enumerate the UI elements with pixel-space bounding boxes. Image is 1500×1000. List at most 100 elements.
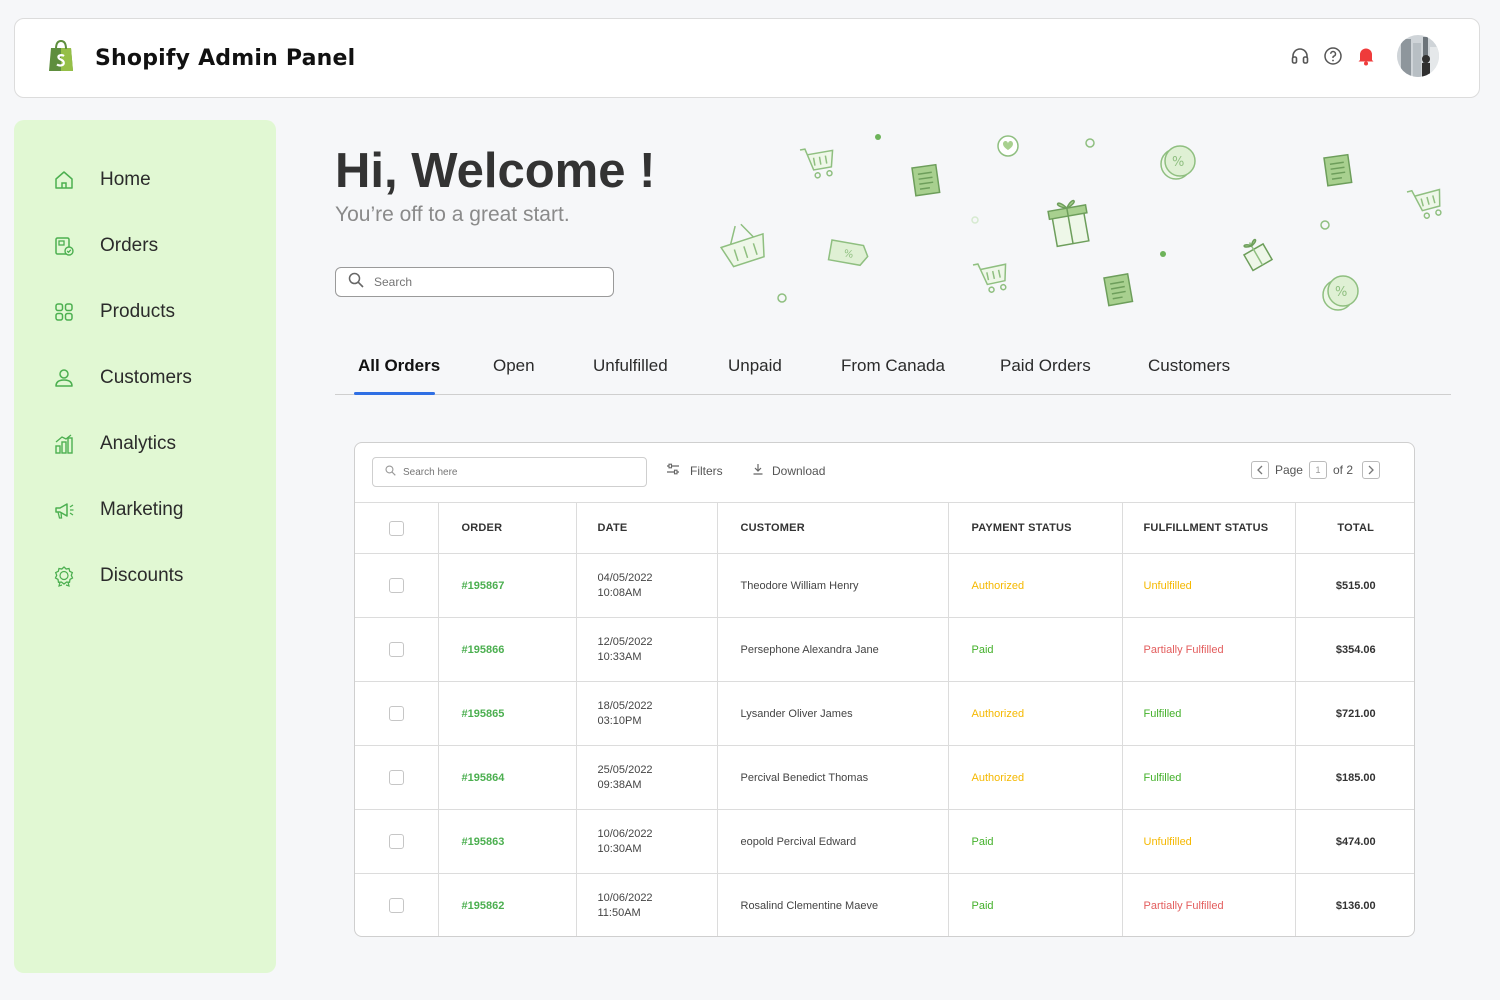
decorative-shopping-illustration: % % %	[719, 134, 1442, 311]
fulfillment-status: Fulfilled	[1143, 707, 1182, 720]
sidebar-item-products[interactable]: Products	[52, 297, 175, 327]
payment-status: Authorized	[971, 579, 1025, 592]
table-search-field[interactable]	[403, 466, 633, 478]
table-row[interactable]: #195865 18/05/2022 03:10PM Lysander Olive…	[355, 681, 1414, 746]
search-icon	[348, 272, 364, 293]
filter-sliders-icon	[666, 463, 680, 478]
order-date: 10/06/2022	[597, 891, 653, 904]
top-header: Shopify Admin Panel	[14, 18, 1480, 98]
order-link[interactable]: #195865	[461, 707, 505, 720]
prev-page-button[interactable]	[1250, 461, 1269, 479]
order-total: $354.06	[1335, 643, 1376, 656]
filters-button[interactable]: Filters	[666, 463, 723, 478]
table-search-input[interactable]	[372, 457, 647, 487]
order-total: $721.00	[1335, 707, 1376, 720]
next-page-button[interactable]	[1362, 461, 1380, 479]
headset-icon[interactable]	[1289, 45, 1311, 67]
sidebar-item-analytics[interactable]: Analytics	[52, 429, 176, 459]
payment-status: Authorized	[971, 771, 1025, 784]
order-time: 11:50AM	[597, 906, 641, 919]
table-row[interactable]: #195866 12/05/2022 10:33AM Persephone Ale…	[355, 617, 1414, 682]
row-checkbox[interactable]	[388, 834, 404, 849]
order-date: 18/05/2022	[597, 699, 653, 712]
order-date: 04/05/2022	[597, 571, 653, 584]
order-time: 10:30AM	[597, 842, 642, 855]
brand[interactable]: Shopify Admin Panel	[47, 39, 355, 78]
sidebar-item-label: Analytics	[100, 433, 177, 454]
download-label: Download	[772, 463, 826, 478]
discounts-icon	[52, 564, 76, 588]
row-checkbox[interactable]	[388, 642, 404, 657]
orders-table-card: Filters Download Page 1 of 2 ORDER DATE …	[354, 442, 1415, 937]
avatar[interactable]	[1397, 35, 1439, 77]
tab-from-canada[interactable]: From Canada	[841, 356, 945, 375]
select-all-checkbox[interactable]	[388, 520, 404, 536]
column-header-date[interactable]: DATE	[575, 502, 717, 554]
tab-paid-orders[interactable]: Paid Orders	[1000, 356, 1091, 375]
order-total: $474.00	[1335, 835, 1376, 848]
sidebar-item-home[interactable]: Home	[52, 165, 151, 195]
sidebar-item-label: Orders	[100, 235, 159, 256]
tab-unpaid[interactable]: Unpaid	[728, 356, 782, 375]
fulfillment-status: Unfulfilled	[1143, 835, 1192, 848]
page-number-input[interactable]: 1	[1308, 461, 1327, 479]
order-link[interactable]: #195863	[461, 835, 505, 848]
table-row[interactable]: #195864 25/05/2022 09:38AM Percival Bened…	[355, 745, 1414, 810]
active-tab-indicator	[354, 392, 435, 395]
pagination: Page 1 of 2	[1250, 461, 1380, 479]
sidebar: Home Orders Products Customers Analytics…	[14, 120, 276, 973]
column-header-payment-status[interactable]: PAYMENT STATUS	[947, 502, 1122, 554]
sidebar-item-orders[interactable]: Orders	[52, 231, 158, 261]
row-checkbox[interactable]	[388, 706, 404, 721]
order-time: 10:33AM	[597, 650, 642, 663]
order-link[interactable]: #195867	[461, 579, 505, 592]
order-time: 10:08AM	[597, 586, 642, 599]
sidebar-item-marketing[interactable]: Marketing	[52, 495, 183, 525]
column-header-total[interactable]: TOTAL	[1294, 502, 1414, 554]
orders-icon	[52, 234, 76, 258]
row-checkbox[interactable]	[388, 578, 404, 593]
sidebar-item-label: Marketing	[100, 499, 184, 520]
column-header-order[interactable]: ORDER	[437, 502, 576, 554]
app-title: Shopify Admin Panel	[95, 46, 356, 71]
svg-text:%: %	[1172, 155, 1184, 170]
tab-customers[interactable]: Customers	[1148, 356, 1231, 375]
tab-unfulfilled[interactable]: Unfulfilled	[593, 356, 668, 375]
analytics-icon	[52, 432, 76, 456]
customer-name: Rosalind Clementine Maeve	[740, 899, 879, 912]
page-total-label: of 2	[1332, 463, 1353, 477]
order-link[interactable]: #195864	[461, 771, 505, 784]
order-total: $136.00	[1335, 899, 1376, 912]
customer-name: Percival Benedict Thomas	[740, 771, 869, 784]
sidebar-item-discounts[interactable]: Discounts	[52, 561, 183, 591]
row-checkbox[interactable]	[388, 898, 404, 914]
page-title: Hi, Welcome !	[335, 144, 656, 198]
row-checkbox[interactable]	[388, 770, 404, 785]
order-total: $185.00	[1335, 771, 1376, 784]
customer-name: Theodore William Henry	[740, 579, 859, 592]
search-field[interactable]	[374, 275, 594, 289]
sidebar-item-customers[interactable]: Customers	[52, 363, 192, 393]
sidebar-item-label: Home	[100, 169, 151, 190]
payment-status: Paid	[971, 899, 994, 912]
payment-status: Paid	[971, 643, 994, 656]
help-icon[interactable]	[1322, 45, 1344, 67]
payment-status: Paid	[971, 835, 994, 848]
table-row[interactable]: #195863 10/06/2022 10:30AM eopold Perciva…	[355, 809, 1414, 874]
table-row[interactable]: #195867 04/05/2022 10:08AM Theodore Willi…	[355, 553, 1414, 618]
order-link[interactable]: #195862	[461, 899, 505, 912]
filters-label: Filters	[690, 463, 723, 478]
column-header-fulfillment-status[interactable]: FULFILLMENT STATUS	[1121, 502, 1295, 554]
order-time: 03:10PM	[597, 714, 642, 727]
search-icon	[385, 463, 396, 481]
search-input[interactable]	[335, 267, 614, 297]
column-header-customer[interactable]: CUSTOMER	[716, 502, 948, 554]
table-row[interactable]: #195862 10/06/2022 11:50AM Rosalind Cleme…	[355, 873, 1414, 936]
download-button[interactable]: Download	[752, 463, 825, 478]
order-link[interactable]: #195866	[461, 643, 505, 656]
select-all-cell	[355, 502, 438, 554]
tab-open[interactable]: Open	[493, 356, 535, 375]
tab-all-orders[interactable]: All Orders	[358, 356, 441, 375]
svg-text:%: %	[1335, 285, 1347, 300]
bell-icon[interactable]	[1355, 45, 1377, 67]
